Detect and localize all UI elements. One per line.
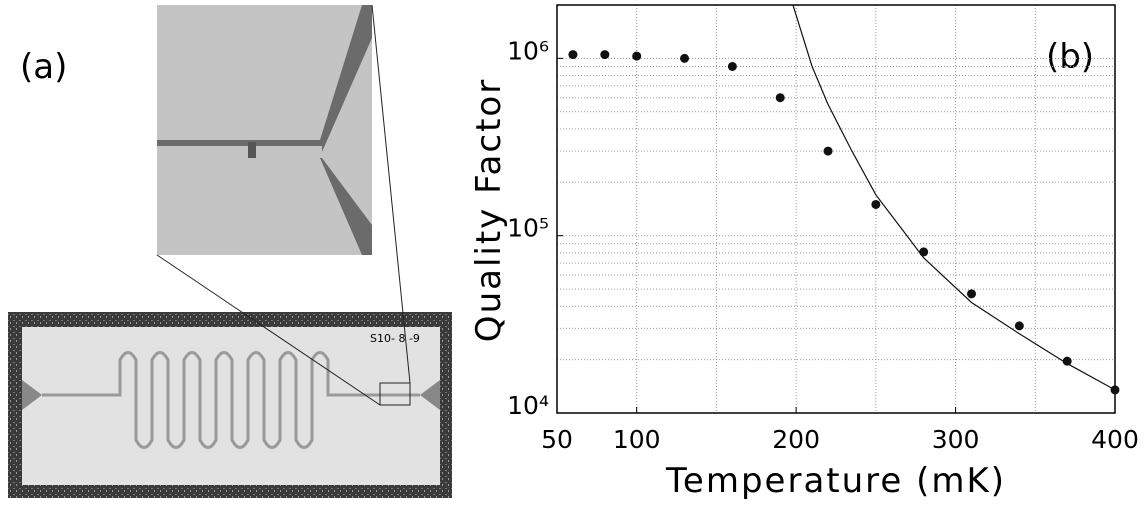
data-point bbox=[600, 50, 610, 60]
coupler bbox=[248, 142, 256, 158]
data-point bbox=[680, 53, 690, 63]
gap bbox=[157, 146, 322, 152]
data-point bbox=[1062, 356, 1072, 366]
x-tick-label: 50 bbox=[541, 425, 573, 454]
data-point bbox=[919, 247, 929, 257]
data-point bbox=[823, 146, 833, 156]
x-axis-label: Temperature (mK) bbox=[665, 461, 1006, 501]
fit-line bbox=[792, 5, 1115, 391]
data-point bbox=[967, 289, 977, 299]
x-tick-label: 400 bbox=[1091, 425, 1139, 454]
data-point bbox=[1014, 321, 1024, 331]
data-point bbox=[568, 50, 578, 60]
zoom-line bbox=[371, 4, 411, 384]
zoom-line bbox=[156, 254, 381, 406]
data-point bbox=[871, 199, 881, 209]
x-tick-label: 100 bbox=[613, 425, 661, 454]
panel-label: (a) bbox=[20, 47, 67, 87]
chart: (b) Temperature (mK) Quality Factor 10⁴ 1… bbox=[469, 4, 1139, 501]
y-tick-label: 10⁶ bbox=[507, 36, 549, 65]
y-tick-label: 10⁴ bbox=[507, 391, 549, 420]
annotation: (b) bbox=[1046, 37, 1094, 77]
resonator bbox=[42, 351, 420, 449]
chip-label: S10- 8 -9 bbox=[370, 332, 420, 345]
x-tick-label: 200 bbox=[772, 425, 820, 454]
zoom-box bbox=[379, 382, 411, 406]
data-point bbox=[632, 51, 642, 61]
plot-frame bbox=[556, 4, 1116, 414]
panel-a: (a) S10- 8 -9 bbox=[8, 4, 452, 498]
x-tick-label: 300 bbox=[932, 425, 980, 454]
data-point bbox=[775, 93, 785, 103]
data-point bbox=[727, 61, 737, 71]
zoom-image bbox=[157, 5, 372, 255]
y-axis-label: Quality Factor bbox=[469, 78, 509, 342]
y-tick-label: 10⁵ bbox=[507, 214, 549, 243]
